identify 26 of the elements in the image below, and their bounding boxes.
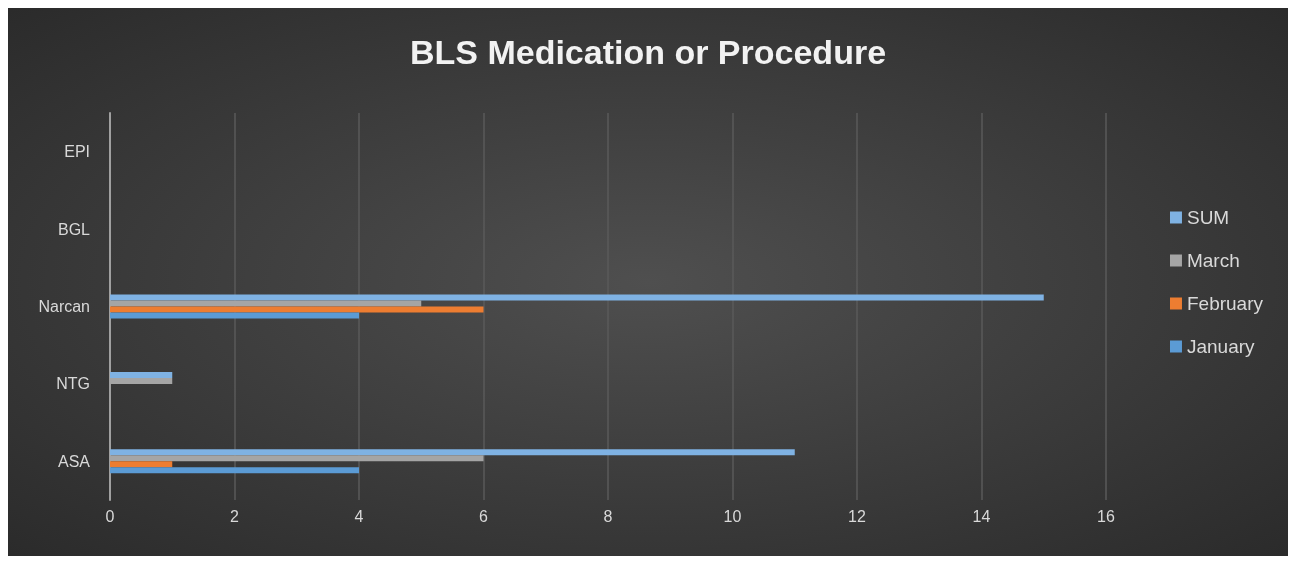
legend-label: February xyxy=(1186,293,1264,314)
x-tick-label: 12 xyxy=(848,507,866,525)
bar xyxy=(110,467,359,474)
x-tick-label: 0 xyxy=(105,507,115,525)
x-tick-label: 6 xyxy=(479,507,489,525)
y-tick-label: ASA xyxy=(57,452,91,470)
bar xyxy=(110,461,173,468)
x-tick-label: 2 xyxy=(230,507,240,525)
x-tick-label: 14 xyxy=(972,507,991,525)
bar xyxy=(110,312,359,319)
legend-label: SUM xyxy=(1186,207,1230,228)
bar xyxy=(110,449,795,456)
y-tick-label: Narcan xyxy=(38,298,90,315)
legend-label: January xyxy=(1186,336,1256,357)
bar xyxy=(110,306,484,313)
y-tick-label: NTG xyxy=(56,375,90,393)
x-tick-label: 10 xyxy=(723,507,742,525)
chart-title: BLS Medication or Procedure xyxy=(409,33,887,71)
bar xyxy=(110,371,173,378)
x-tick-label: 16 xyxy=(1097,507,1115,525)
bar xyxy=(110,294,1044,301)
y-tick-label: BGL xyxy=(57,220,91,238)
x-tick-label: 8 xyxy=(603,507,613,525)
y-tick-label: EPI xyxy=(64,143,90,161)
x-tick-label: 4 xyxy=(354,507,364,525)
legend-label: March xyxy=(1186,250,1240,271)
